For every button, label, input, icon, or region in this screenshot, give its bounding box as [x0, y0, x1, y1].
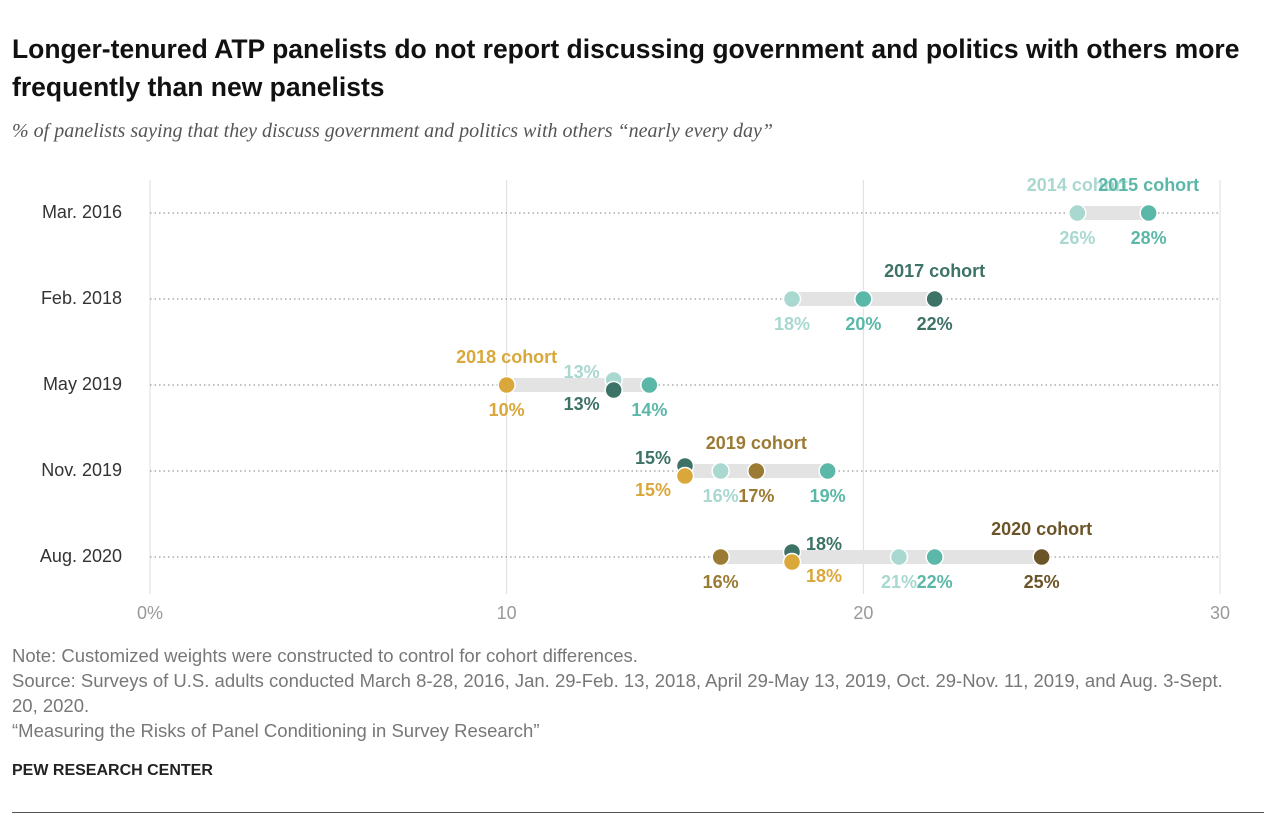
dot [747, 461, 766, 481]
dot [711, 461, 730, 481]
chart-subtitle: % of panelists saying that they discuss … [12, 120, 774, 142]
source: Source: Surveys of U.S. adults conducted… [12, 670, 1223, 716]
data-label: 15% [635, 480, 671, 500]
series-label: 2018 cohort [456, 347, 557, 367]
report-title: “Measuring the Risks of Panel Conditioni… [12, 720, 540, 741]
x-tick-label: 20 [853, 603, 873, 623]
data-label: 14% [631, 400, 667, 420]
y-tick-label: Nov. 2019 [41, 460, 122, 480]
data-label: 17% [738, 486, 774, 506]
dot [782, 289, 802, 309]
data-label: 26% [1059, 228, 1095, 248]
data-label: 25% [1024, 572, 1060, 592]
series-label: 2015 cohort [1098, 175, 1199, 195]
data-label: 18% [774, 314, 810, 334]
dot [1139, 203, 1158, 223]
data-label: 20% [845, 314, 881, 334]
dot [925, 289, 944, 309]
y-tick-label: Mar. 2016 [42, 202, 122, 222]
x-tick-label: 10 [497, 603, 517, 623]
data-label: 15% [635, 448, 671, 468]
data-label: 13% [564, 362, 600, 382]
data-label: 22% [917, 314, 953, 334]
rule [12, 812, 1264, 813]
series-label: 2020 cohort [991, 519, 1092, 539]
x-tick-label: 0% [137, 603, 163, 623]
data-label: 19% [810, 486, 846, 506]
series-label: 2019 cohort [706, 433, 807, 453]
data-label: 16% [703, 572, 739, 592]
y-tick-label: Aug. 2020 [40, 546, 122, 566]
series-label: 2014 cohort [1027, 175, 1128, 195]
dot [782, 552, 802, 572]
dot [854, 289, 873, 309]
dot [818, 461, 837, 481]
y-tick-label: May 2019 [43, 374, 122, 394]
dot [889, 547, 909, 567]
data-label: 22% [917, 572, 953, 592]
data-label: 18% [806, 566, 842, 586]
data-label: 16% [703, 486, 739, 506]
note: Note: Customized weights were constructe… [12, 645, 638, 666]
dot [640, 375, 659, 395]
dot [497, 375, 516, 395]
brand: PEW RESEARCH CENTER [12, 762, 213, 779]
series-label: 2017 cohort [884, 261, 985, 281]
data-label: 21% [881, 572, 917, 592]
dot [675, 466, 695, 486]
data-label: 28% [1131, 228, 1167, 248]
data-label: 13% [564, 394, 600, 414]
data-label: 18% [806, 534, 842, 554]
dot [1068, 203, 1087, 223]
dot [925, 547, 944, 567]
y-tick-label: Feb. 2018 [41, 288, 122, 308]
chart-title: Longer-tenured ATP panelists do not repo… [12, 34, 1240, 102]
dot [604, 380, 623, 400]
dot [711, 547, 730, 567]
x-tick-label: 30 [1210, 603, 1230, 623]
chart: 0% 10 20 30 Mar. 2016 Feb. 2018 May 2019 Nov. 2… [40, 175, 1230, 623]
data-label: 10% [489, 400, 525, 420]
dot [1032, 547, 1051, 567]
